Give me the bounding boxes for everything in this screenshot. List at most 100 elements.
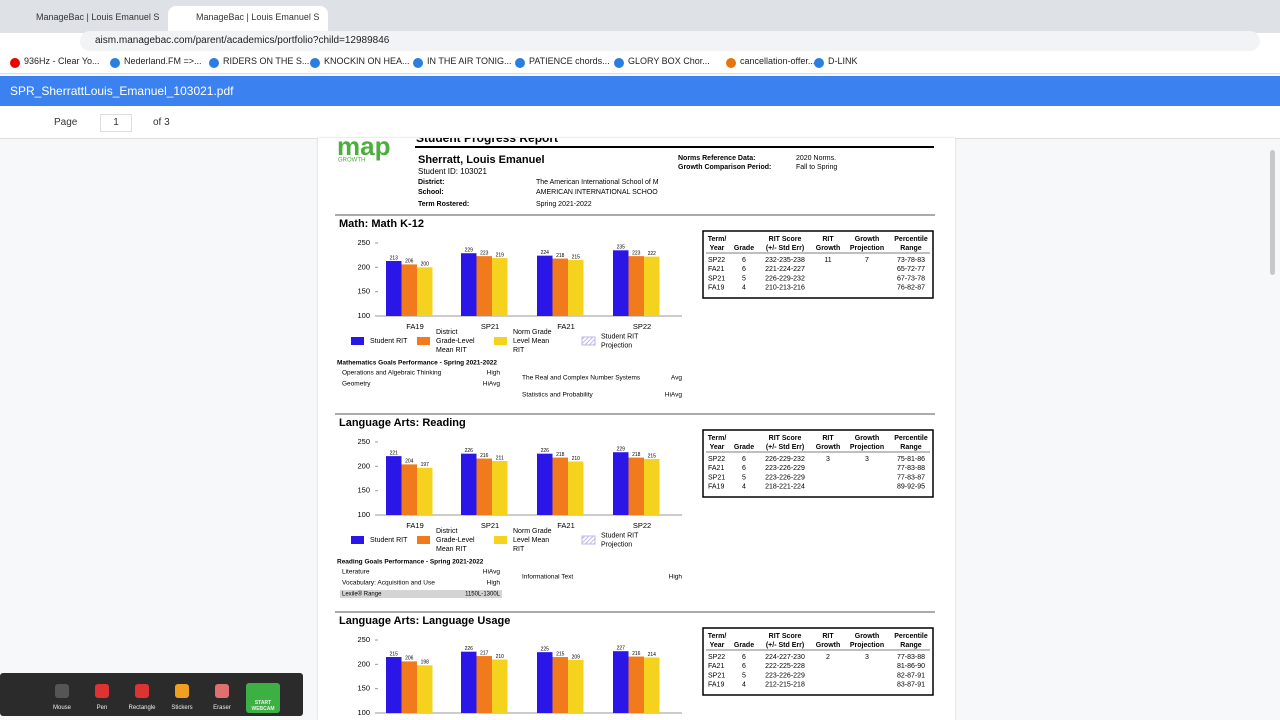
table-cell: 3 [865,456,869,463]
bar [386,261,402,316]
legend-swatch [351,536,364,544]
goals-title: Mathematics Goals Performance - Spring 2… [337,360,497,367]
bar [613,250,629,316]
table-cell: 6 [742,663,746,670]
tool-icon[interactable] [175,684,189,698]
norm-label: Norms Reference Data: [678,155,755,162]
bar [613,452,629,515]
goal-name: Statistics and Probability [522,392,594,399]
legend-label: Mean RIT [436,347,467,354]
tool-label: Eraser [213,705,231,711]
table-header: RIT Score [769,633,802,640]
scrollbar[interactable] [1270,150,1275,275]
bar-value: 226 [465,448,474,454]
table-cell: 3 [826,456,830,463]
legend-swatch [581,336,596,346]
table-cell: 73-78-83 [897,257,925,264]
bookmark[interactable]: GLORY BOX Chor... [628,56,710,66]
table-header: Range [900,245,922,252]
file-name: SPR_SherrattLouis_Emanuel_103021.pdf [10,84,234,98]
bar-value: 218 [556,452,565,458]
bar [568,260,584,316]
table-cell: FA21 [708,465,724,472]
section-title: Language Arts: Language Usage [339,615,510,627]
legend-label: District [436,528,457,535]
legend-label: Student RIT [370,537,408,544]
tab[interactable]: ManageBac | Louis Emanuel S [168,6,328,33]
table-header: Range [900,444,922,451]
bookmark-icon [726,58,736,68]
table-header: RIT [822,633,834,640]
y-tick-label: 200 [357,659,370,668]
bookmark[interactable]: PATIENCE chords... [529,56,610,66]
bookmark[interactable]: 936Hz - Clear Yo... [24,56,100,66]
tool-label: Mouse [52,705,71,711]
tool-icon[interactable] [215,684,229,698]
bar-value: 200 [421,262,430,268]
bar [628,457,644,515]
table-cell: FA19 [708,484,724,491]
y-tick-label: 250 [357,635,370,644]
legend-swatch [494,337,507,345]
x-tick-label: FA19 [406,521,424,530]
tool-icon[interactable] [95,684,109,698]
bar [644,657,660,713]
bar-value: 221 [390,450,399,456]
y-tick-label: 150 [357,287,370,296]
bar-value: 197 [421,462,430,468]
legend-label: Student RIT [601,333,639,340]
bar-value: 225 [541,646,550,652]
legend-swatch [351,337,364,345]
goal-rating: HiAvg [665,392,683,399]
webcam-button[interactable] [246,683,280,713]
bar-value: 229 [465,248,474,254]
goal-rating: High [487,370,501,377]
table-header: Range [900,642,922,649]
table-header: Percentile [894,435,928,442]
bar [628,256,644,316]
table-cell: 4 [742,285,746,292]
table-cell: 224-227-230 [765,654,805,661]
table-header: Term/ [708,633,727,640]
bar [552,258,568,316]
bookmark[interactable]: RIDERS ON THE S... [223,56,310,66]
tab[interactable]: ManageBac | Louis Emanuel S [8,6,168,33]
x-tick-label: FA21 [557,521,575,530]
table-header: (+/- Std Err) [766,642,804,649]
bar-value: 198 [421,660,430,666]
table-cell: 6 [742,257,746,264]
table-cell: 77-83-88 [897,465,925,472]
table-header: Growth [816,444,841,451]
field-value: AMERICAN INTERNATIONAL SCHOO [536,189,658,196]
tool-label: Pen [96,705,108,711]
legend-label: District [436,329,457,336]
page-input[interactable]: 1 [100,114,132,132]
table-header: Grade [734,642,754,649]
bookmark[interactable]: KNOCKIN ON HEA... [324,56,410,66]
table-cell: 6 [742,654,746,661]
field-value: Spring 2021-2022 [536,201,592,208]
webcam-label: START [254,700,272,706]
tool-icon[interactable] [135,684,149,698]
goals-title: Reading Goals Performance - Spring 2021-… [337,559,484,566]
bookmark[interactable]: Nederland.FM =>... [124,56,202,66]
table-header: Year [710,642,725,649]
score-table [702,429,934,498]
tool-icon[interactable] [55,684,69,698]
table-header: Percentile [894,633,928,640]
table-header: Growth [855,236,880,243]
bar [461,651,477,713]
omnibox[interactable] [80,31,1260,51]
bookmark[interactable]: IN THE AIR TONIG... [427,56,512,66]
bar-value: 216 [632,651,641,657]
goal-rating: HiAvg [483,381,501,388]
bookmark[interactable]: cancellation-offer... [740,56,816,66]
bar-value: 217 [480,650,489,656]
bar [568,461,584,515]
bar [476,458,492,515]
table-cell: 223-226-229 [765,672,805,679]
table-cell: 67-73-78 [897,275,925,282]
table-cell: SP21 [708,275,725,282]
x-tick-label: FA19 [406,322,424,331]
bookmark[interactable]: D-LINK [828,56,858,66]
